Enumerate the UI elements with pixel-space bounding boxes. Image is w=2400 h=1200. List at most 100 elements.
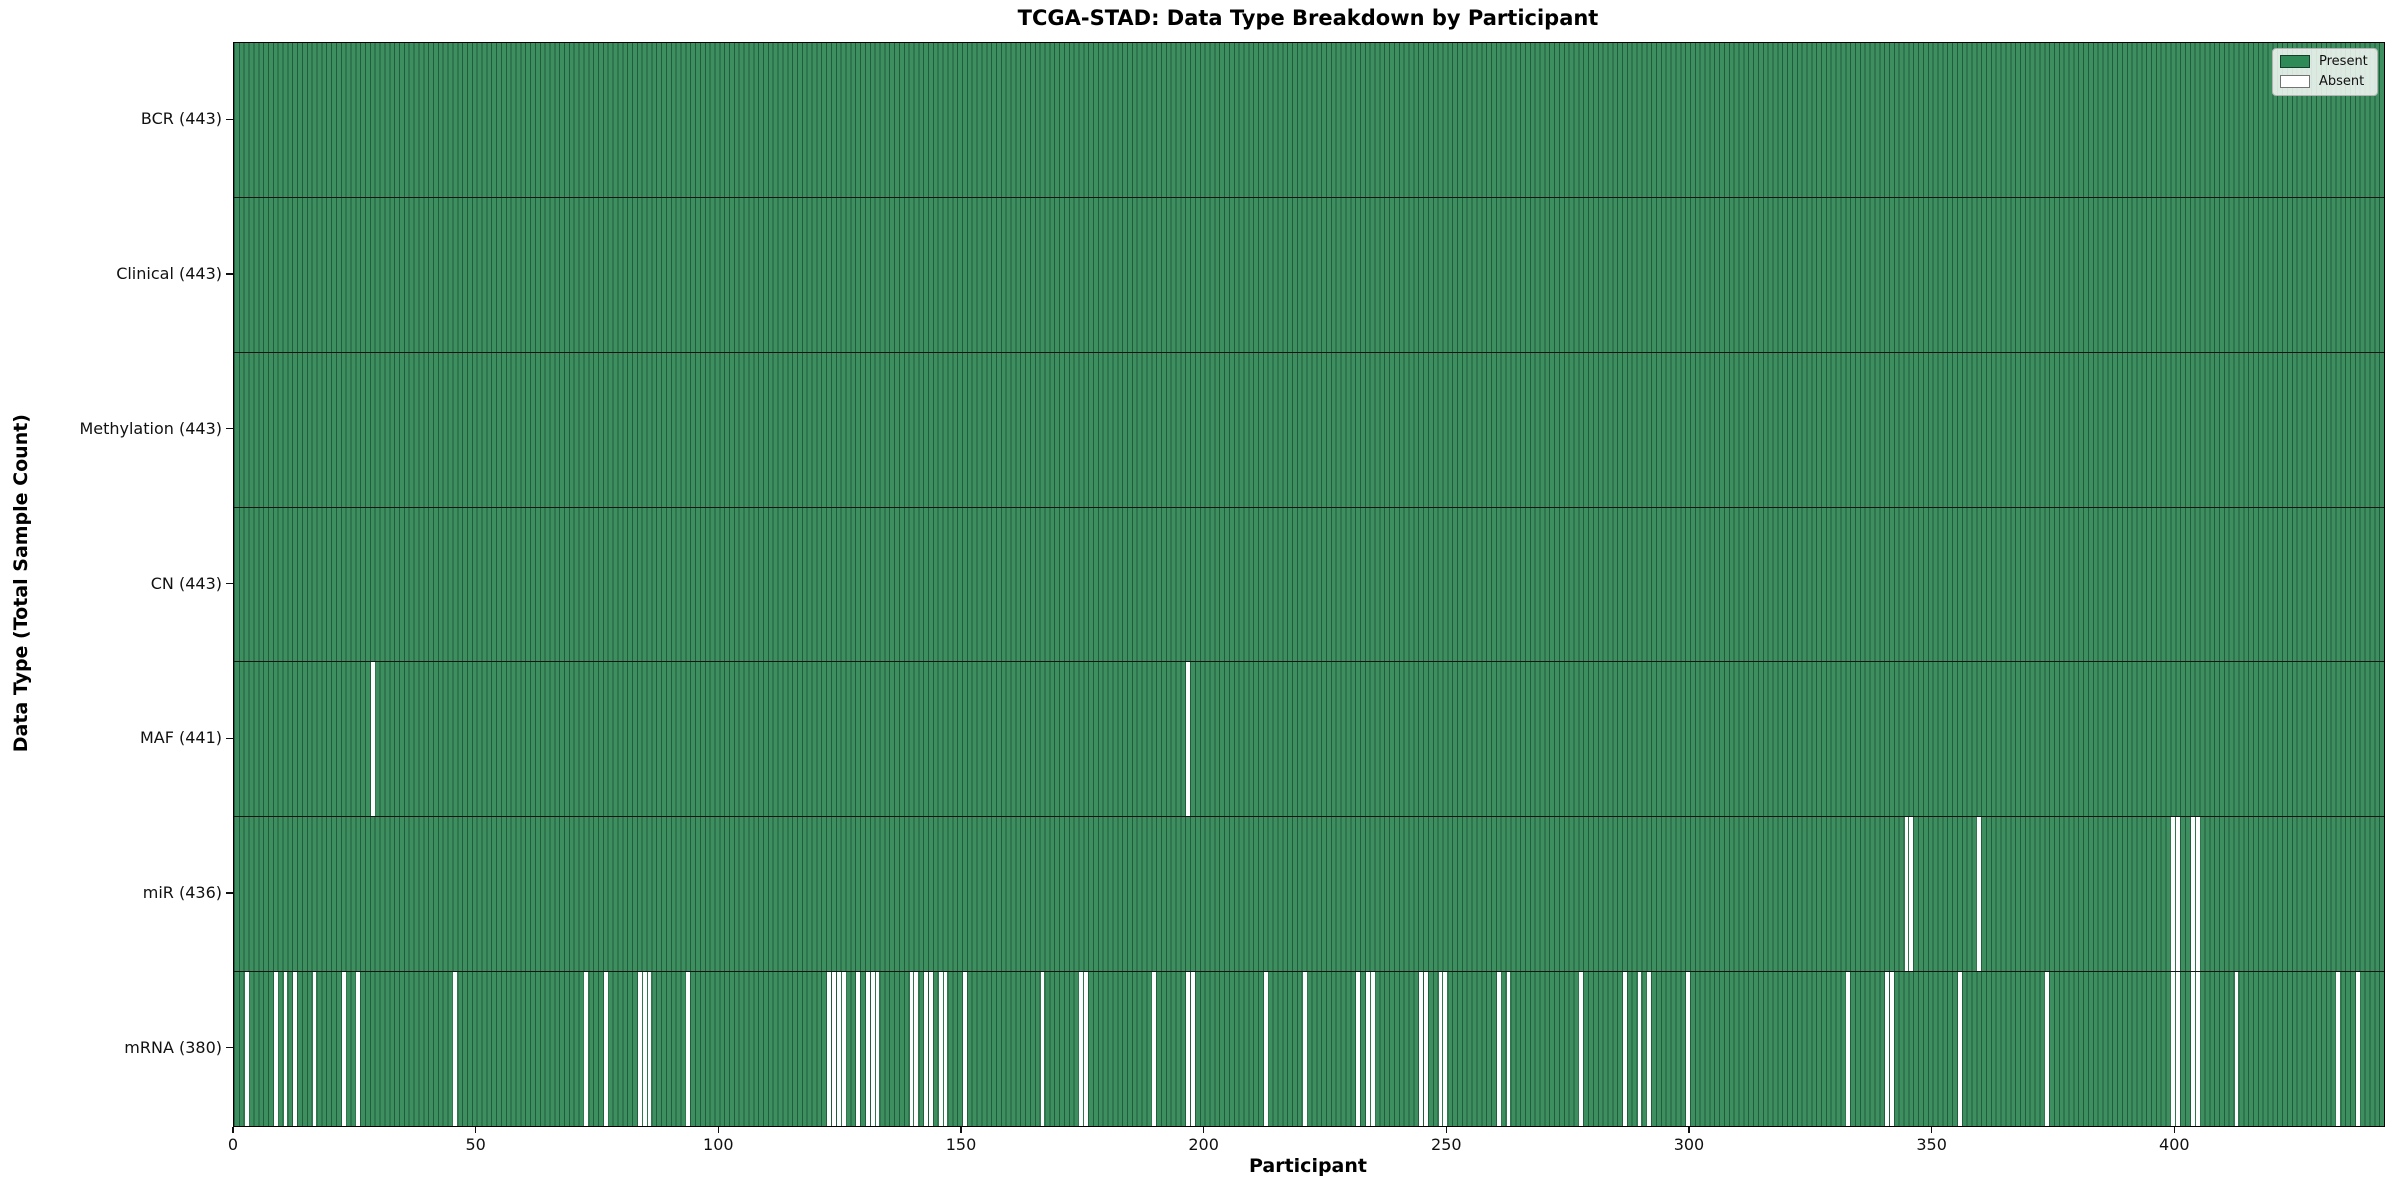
- absent-gap: [1909, 817, 1914, 972]
- y-tick-label: Methylation (443): [79, 418, 222, 438]
- absent-gap: [1885, 972, 1889, 1127]
- legend-entry-present: Present: [2280, 54, 2368, 69]
- absent-gap: [1506, 972, 1511, 1127]
- x-tick-label: 350: [1916, 1135, 1947, 1154]
- heatmap-row-cn: [234, 507, 2384, 663]
- plot-area: [233, 42, 2385, 1127]
- absent-gap: [2336, 972, 2341, 1127]
- x-tick-label: 250: [1431, 1135, 1462, 1154]
- x-tick-mark: [474, 1127, 477, 1133]
- legend-swatch-present: [2280, 55, 2310, 68]
- absent-gap: [1079, 972, 1084, 1127]
- y-tick-label: Clinical (443): [116, 264, 222, 284]
- x-tick-label: 400: [2159, 1135, 2190, 1154]
- legend-label-present: Present: [2319, 54, 2368, 69]
- x-tick-mark: [2173, 1127, 2175, 1133]
- chart-title: TCGA-STAD: Data Type Breakdown by Partic…: [1017, 6, 1599, 30]
- x-tick-mark: [1445, 1127, 1447, 1133]
- absent-gap: [244, 972, 249, 1127]
- legend-label-absent: Absent: [2319, 74, 2365, 89]
- absent-gap: [637, 972, 642, 1127]
- absent-gap: [938, 972, 943, 1127]
- absent-gap: [1443, 972, 1448, 1127]
- x-tick-mark: [1688, 1127, 1690, 1133]
- absent-gap: [1637, 972, 1642, 1127]
- absent-gap: [686, 972, 691, 1127]
- absent-gap: [2176, 817, 2181, 972]
- absent-gap: [1579, 972, 1584, 1127]
- absent-gap: [1889, 972, 1894, 1127]
- absent-gap: [584, 972, 589, 1127]
- absent-gap: [453, 972, 458, 1127]
- y-tick-mark: [226, 118, 233, 121]
- absent-gap: [2355, 972, 2360, 1127]
- y-tick-mark: [226, 428, 233, 430]
- absent-gap: [875, 972, 880, 1127]
- absent-gap: [1356, 972, 1360, 1127]
- heatmap-row-methylation: [234, 352, 2384, 508]
- x-tick-mark: [1202, 1127, 1205, 1133]
- x-tick-mark: [960, 1127, 962, 1133]
- absent-gap: [1370, 972, 1375, 1127]
- absent-gap: [831, 972, 836, 1127]
- y-tick-mark: [226, 582, 233, 585]
- absent-gap: [914, 972, 919, 1127]
- heatmap-row-maf: [234, 662, 2384, 818]
- absent-gap: [1186, 662, 1191, 817]
- absent-gap: [1846, 972, 1851, 1127]
- absent-gap: [1686, 972, 1690, 1127]
- absent-gap: [924, 972, 928, 1127]
- y-tick-label: MAF (441): [139, 728, 222, 748]
- heatmap-row-bcr: [234, 43, 2384, 198]
- heatmap-row-clinical: [234, 197, 2384, 353]
- absent-gap: [1186, 972, 1191, 1127]
- absent-gap: [1263, 972, 1268, 1127]
- absent-gap: [283, 972, 288, 1127]
- x-tick-label: 150: [945, 1135, 977, 1154]
- absent-gap: [273, 972, 278, 1127]
- y-tick-mark: [226, 273, 233, 275]
- y-tick-label: BCR (443): [140, 109, 222, 129]
- x-tick-mark: [232, 1127, 234, 1133]
- absent-gap: [1647, 972, 1652, 1127]
- absent-gap: [647, 972, 652, 1127]
- absent-gap: [909, 972, 914, 1127]
- absent-gap: [2190, 972, 2195, 1127]
- absent-gap: [1623, 972, 1627, 1127]
- absent-gap: [1084, 972, 1089, 1127]
- absent-gap: [2171, 817, 2176, 972]
- absent-gap: [642, 972, 647, 1127]
- absent-gap: [870, 972, 875, 1127]
- absent-gap: [865, 972, 870, 1127]
- x-tick-label: 300: [1673, 1135, 1705, 1154]
- x-tick-mark: [717, 1127, 720, 1133]
- y-tick-label: miR (436): [142, 882, 222, 902]
- x-tick-label: 50: [465, 1135, 486, 1154]
- absent-gap: [962, 972, 967, 1127]
- absent-gap: [856, 972, 861, 1127]
- y-tick-label: CN (443): [150, 573, 222, 593]
- absent-gap: [1904, 817, 1909, 972]
- heatmap-row-mir: [234, 817, 2384, 973]
- y-tick-mark: [226, 737, 233, 739]
- absent-gap: [1419, 972, 1424, 1127]
- x-tick-label: 200: [1188, 1135, 1219, 1154]
- y-tick-mark: [226, 1046, 233, 1049]
- absent-gap: [2171, 972, 2176, 1127]
- absent-gap: [827, 972, 831, 1127]
- absent-gap: [370, 662, 375, 817]
- absent-gap: [1191, 972, 1195, 1127]
- absent-gap: [2190, 817, 2195, 972]
- x-tick-label: 100: [703, 1135, 734, 1154]
- absent-gap: [1496, 972, 1501, 1127]
- legend: Present Absent: [2272, 48, 2378, 96]
- heatmap-row-mrna: [234, 972, 2384, 1127]
- absent-gap: [1040, 972, 1045, 1127]
- x-tick-mark: [1930, 1127, 1933, 1133]
- legend-entry-absent: Absent: [2280, 74, 2368, 89]
- absent-gap: [603, 972, 608, 1127]
- absent-gap: [312, 972, 317, 1127]
- absent-gap: [2234, 972, 2239, 1127]
- absent-gap: [356, 972, 361, 1127]
